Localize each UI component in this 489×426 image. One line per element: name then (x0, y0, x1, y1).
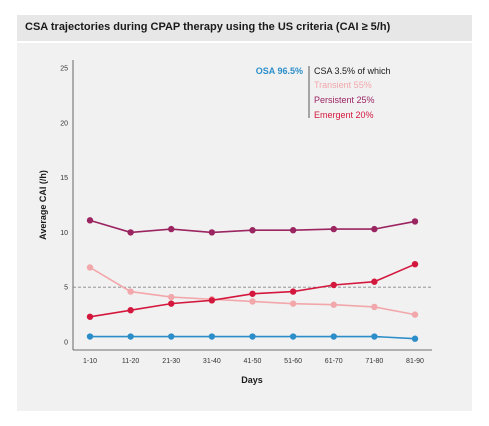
legend: OSA 96.5% CSA 3.5% of which Transient 55… (256, 66, 391, 120)
data-point (168, 300, 175, 307)
x-tick-label: 61-70 (325, 358, 343, 365)
data-point (168, 293, 175, 301)
y-axis-label: Average CAI (/h) (38, 170, 48, 240)
y-tick-label: 25 (60, 66, 68, 73)
data-point (168, 225, 175, 233)
data-point (411, 260, 419, 268)
data-point (86, 217, 94, 224)
data-point (127, 229, 134, 236)
data-point (86, 264, 94, 271)
x-tick-label: 1-10 (83, 358, 97, 365)
data-point (208, 229, 216, 236)
data-point (168, 333, 175, 340)
data-point (127, 333, 134, 340)
data-point (249, 333, 256, 340)
y-ticks: 0 5 10 15 20 25 (60, 66, 68, 347)
data-point (371, 333, 378, 340)
data-point (86, 333, 94, 340)
data-point (127, 307, 134, 314)
x-tick-label: 81-90 (406, 358, 424, 365)
y-tick-label: 5 (64, 285, 68, 292)
series (86, 217, 419, 236)
data-point (330, 225, 337, 233)
data-point (371, 278, 378, 285)
data-point (289, 333, 297, 340)
data-point (208, 297, 216, 304)
data-point (371, 225, 378, 233)
series (86, 333, 419, 342)
y-tick-label: 10 (60, 230, 68, 237)
data-point (330, 281, 337, 289)
data-point (411, 311, 419, 318)
series-line (89, 263, 416, 318)
series-group (86, 217, 419, 342)
x-tick-label: 51-60 (284, 358, 302, 365)
x-tick-label: 31-40 (203, 358, 221, 365)
x-tick-label: 11-20 (122, 358, 139, 365)
data-point (208, 333, 216, 340)
legend-transient: Transient 55% (314, 80, 372, 90)
y-tick-label: 0 (64, 340, 68, 347)
data-point (127, 288, 134, 295)
data-point (249, 227, 256, 234)
x-axis-label: Days (241, 375, 263, 385)
data-point (330, 301, 337, 308)
data-point (289, 300, 297, 307)
legend-emergent: Emergent 20% (314, 110, 374, 120)
series (86, 260, 419, 320)
data-point (289, 288, 297, 295)
chart-title: CSA trajectories during CPAP therapy usi… (25, 21, 391, 33)
legend-osa: OSA 96.5% (256, 66, 303, 76)
y-tick-label: 20 (60, 120, 68, 127)
x-tick-label: 21-30 (162, 358, 180, 365)
data-point (289, 227, 297, 234)
title-bar: CSA trajectories during CPAP therapy usi… (17, 15, 472, 41)
data-point (371, 303, 378, 311)
data-point (249, 298, 256, 305)
data-point (411, 335, 419, 342)
legend-persistent: Persistent 25% (314, 95, 375, 105)
data-point (249, 290, 256, 297)
legend-csa: CSA 3.5% of which (314, 66, 391, 76)
x-ticks: 1-10 11-20 21-30 31-40 41-50 51-60 61-70 71-80 8… (83, 358, 424, 365)
x-tick-label: 71-80 (365, 358, 383, 365)
data-point (86, 313, 94, 320)
data-point (330, 333, 337, 340)
x-tick-label: 41-50 (244, 358, 262, 365)
axes (72, 60, 432, 351)
data-point (411, 218, 419, 225)
y-tick-label: 15 (60, 175, 68, 182)
